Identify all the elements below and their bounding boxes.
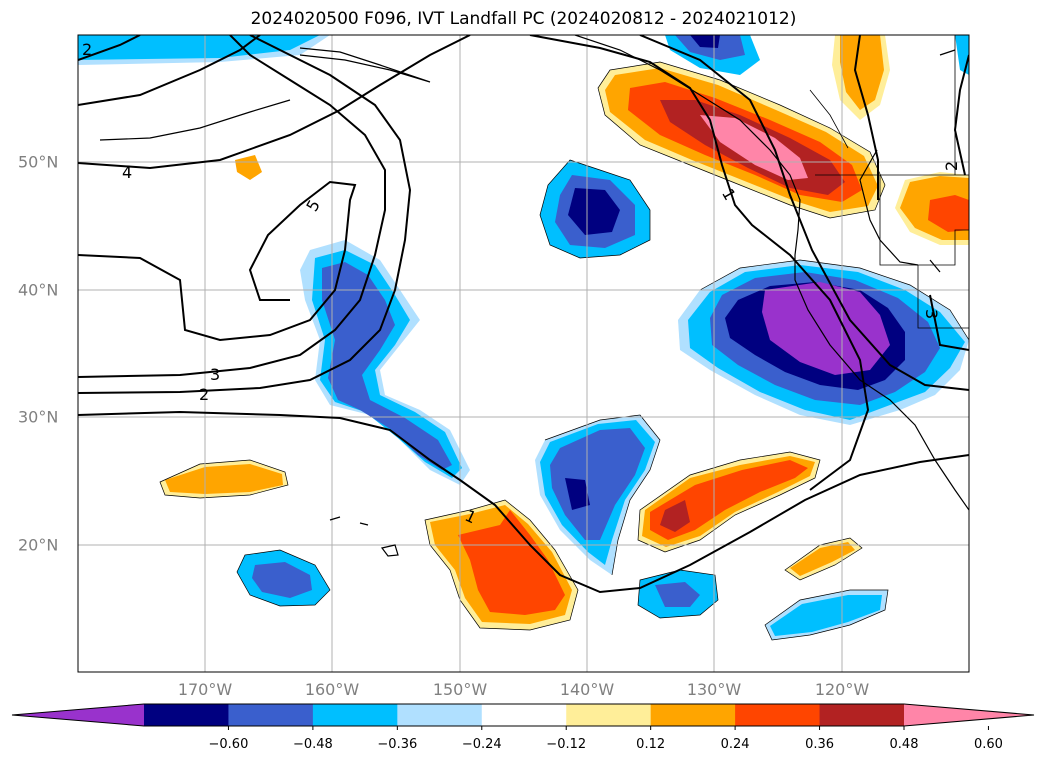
colorbar-cell [650, 704, 736, 726]
latitude-label: 40°N [18, 280, 59, 300]
colorbar-tick-label: 0.24 [720, 737, 750, 752]
latitude-label: 20°N [18, 535, 59, 555]
contour-lines [78, 35, 969, 594]
positive-anomaly-shading [160, 35, 969, 630]
colorbar-tick-label: −0.24 [461, 737, 502, 752]
gridlines [78, 35, 969, 672]
contour-label: 4 [122, 163, 132, 182]
map-panel: 2 4 5 3 2 1 1 2 3 [77, 34, 970, 673]
negative-anomaly-shading [78, 35, 969, 640]
colorbar-outline [11, 703, 1035, 727]
colorbar-cell [144, 704, 229, 726]
colorbar-tick-label: 0.60 [973, 737, 1003, 752]
anomaly-outlines [159, 61, 969, 641]
contour-label: 3 [922, 309, 941, 319]
colorbar-tick-label: −0.12 [546, 737, 587, 752]
colorbar-cell [481, 704, 567, 726]
contour-label: 2 [199, 385, 209, 404]
colorbar-cell [312, 704, 398, 726]
colorbar-cell [228, 704, 314, 726]
map-title: 2024020500 F096, IVT Landfall PC (202402… [250, 9, 797, 29]
latitude-label: 50°N [18, 152, 59, 172]
contour-label: 2 [82, 40, 92, 59]
colorbar-tick-label: −0.48 [292, 737, 333, 752]
colorbar-tick-label: −0.60 [208, 737, 249, 752]
colorbar-extend-min [12, 704, 144, 726]
longitude-label: 120°W [814, 680, 870, 699]
colorbar-cell [397, 704, 483, 726]
longitude-label: 130°W [686, 680, 742, 699]
longitude-label: 150°W [432, 680, 488, 699]
latitude-label: 30°N [18, 407, 59, 427]
political-borders [809, 35, 969, 329]
colorbar-tick-label: 0.36 [805, 737, 835, 752]
colorbar-extend-max [904, 704, 1034, 726]
colorbar-cell [566, 704, 652, 726]
longitude-label: 160°W [304, 680, 360, 699]
colorbar-tick-label: −0.36 [377, 737, 418, 752]
colorbar-cell [819, 704, 905, 726]
colorbar-tick-label: 0.48 [889, 737, 919, 752]
longitude-label: 170°W [177, 680, 233, 699]
longitude-label: 140°W [559, 680, 615, 699]
colorbar-cell [735, 704, 821, 726]
colorbar-tick-label: 0.12 [636, 737, 666, 752]
contour-label: 2 [942, 161, 961, 171]
contour-label: 3 [210, 365, 220, 384]
